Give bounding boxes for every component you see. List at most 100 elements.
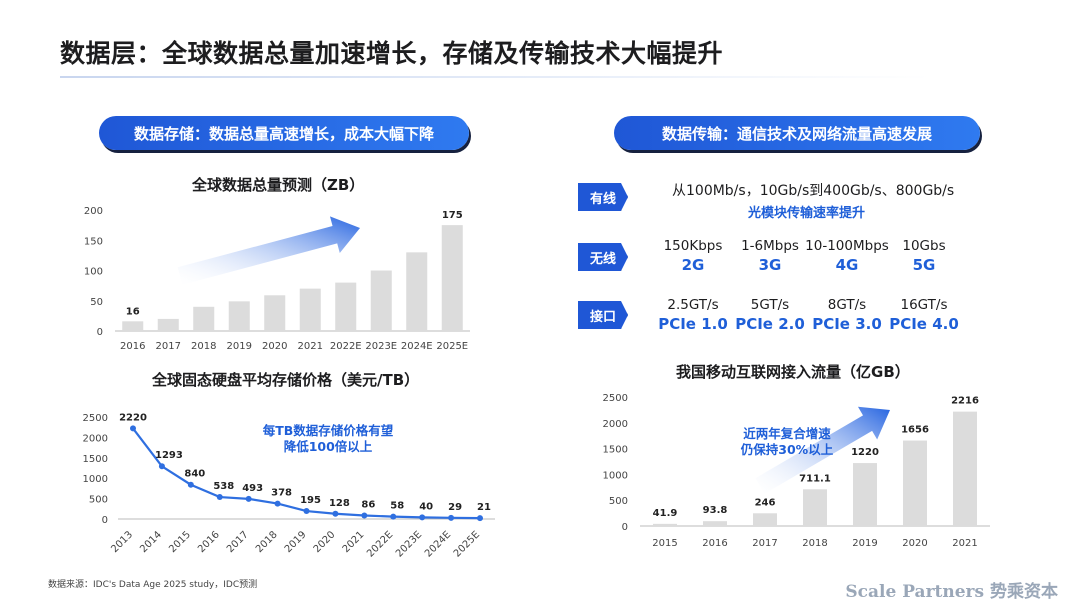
data-label: 1656	[901, 425, 929, 436]
wireless-item-3g: 1-6Mbps 3G	[741, 238, 799, 274]
bar	[228, 301, 250, 331]
interface-item-pcie2: 5GT/s PCIe 2.0	[735, 297, 805, 333]
y-tick-label: 150	[84, 236, 103, 247]
data-label: 493	[242, 483, 263, 494]
line-point	[390, 513, 397, 520]
line-point	[158, 463, 165, 470]
data-label: 175	[442, 210, 463, 221]
x-tick-label: 2020	[262, 341, 287, 352]
y-tick-label: 500	[89, 495, 108, 506]
y-tick-label: 1000	[603, 470, 628, 481]
bar	[193, 306, 215, 331]
line-point	[187, 481, 194, 488]
bar	[653, 523, 677, 526]
data-source-note: 数据来源：IDC's Data Age 2025 study，IDC预测	[48, 580, 258, 590]
line-point	[477, 515, 483, 522]
bar	[903, 440, 927, 526]
data-label: 40	[419, 501, 433, 512]
data-label: 29	[448, 502, 462, 513]
interface-item-pcie4: 16GT/s PCIe 4.0	[889, 297, 959, 333]
x-tick-label: 2022E	[365, 529, 395, 559]
growth-arrow	[755, 406, 890, 494]
x-tick-label: 2015	[167, 529, 193, 555]
y-tick-label: 100	[84, 267, 103, 278]
data-label: 1220	[851, 447, 879, 458]
y-tick-label: 2500	[83, 413, 108, 424]
x-tick-label: 2020	[312, 529, 338, 555]
x-tick-label: 2019	[227, 341, 252, 352]
x-tick-label: 2025E	[436, 341, 468, 352]
title-divider	[60, 76, 930, 78]
chart-mobile-traffic: 0 500 1000 1500 2000 2500 2015 41.9 2016 93.8 2017…	[603, 393, 990, 549]
brand-logo: Scale Partners 势乘资本	[845, 582, 1058, 602]
section-pill-storage: 数据存储：数据总量高速增长，成本大幅下降	[99, 116, 469, 150]
x-tick-label: 2017	[225, 529, 251, 555]
wired-speed-text: 从100Mb/s，10Gb/s到400Gb/s、800Gb/s	[672, 183, 955, 199]
wireless-item-2g: 150Kbps 2G	[663, 238, 723, 274]
y-tick-label: 1500	[603, 445, 628, 456]
interface-item-pcie1: 2.5GT/s PCIe 1.0	[658, 297, 728, 333]
x-tick-label: 2025E	[452, 529, 482, 559]
bar	[335, 282, 357, 331]
chart-title-data-volume: 全球数据总量预测（ZB）	[192, 176, 365, 194]
x-tick-label: 2016	[120, 341, 145, 352]
x-tick-label: 2017	[156, 341, 181, 352]
data-label: 16	[126, 306, 140, 317]
y-tick-label: 500	[609, 496, 628, 507]
y-tick-label: 2000	[83, 433, 108, 444]
y-tick-label: 0	[622, 522, 628, 533]
x-tick-label: 2020	[902, 538, 927, 549]
bar	[157, 318, 179, 331]
chart-annotation: 每TB数据存储价格有望	[263, 423, 394, 438]
line-point	[274, 500, 281, 507]
line-point	[448, 514, 455, 521]
data-label: 58	[390, 501, 404, 512]
line-point	[216, 494, 223, 501]
y-tick-label: 200	[84, 206, 103, 217]
chart-title-mobile-traffic: 我国移动互联网接入流量（亿GB）	[676, 363, 910, 381]
line-point	[303, 508, 310, 515]
tag-interface: 接口	[578, 301, 628, 329]
bar	[803, 489, 827, 526]
bar	[264, 295, 286, 331]
data-label: 378	[271, 488, 292, 499]
y-tick-label: 0	[102, 515, 108, 526]
x-tick-label: 2021	[952, 538, 977, 549]
data-label: 538	[213, 481, 234, 492]
line-point	[332, 510, 339, 517]
bar	[953, 411, 977, 526]
line-point	[245, 495, 252, 502]
wireless-item-4g: 10-100Mbps 4G	[805, 238, 889, 274]
data-label: 2216	[951, 396, 979, 407]
data-label: 21	[477, 502, 491, 513]
bar	[406, 252, 428, 331]
x-tick-label: 2021	[341, 529, 367, 555]
chart-title-ssd-price: 全球固态硬盘平均存储价格（美元/TB）	[152, 371, 420, 389]
x-tick-label: 2015	[652, 538, 677, 549]
x-tick-label: 2023E	[394, 529, 424, 559]
data-label: 840	[184, 469, 205, 480]
wired-subtitle: 光模块传输速率提升	[748, 206, 866, 221]
x-tick-label: 2018	[191, 341, 216, 352]
bar	[441, 225, 463, 331]
x-tick-label: 2018	[254, 529, 280, 555]
line-point	[419, 514, 426, 521]
line-point	[361, 512, 368, 519]
y-tick-label: 1500	[83, 454, 108, 465]
x-tick-label: 2016	[196, 529, 222, 555]
x-tick-label: 2024E	[401, 341, 433, 352]
data-label: 86	[361, 499, 375, 510]
data-label: 195	[300, 495, 321, 506]
interface-item-pcie3: 8GT/s PCIe 3.0	[812, 297, 882, 333]
y-tick-label: 50	[90, 297, 103, 308]
chart-data-volume: 0 50 100 150 200 2016 16 2017 2018 2019 2020 2021 20…	[84, 206, 470, 352]
wireless-item-5g: 10Gbs 5G	[902, 238, 946, 274]
x-tick-label: 2013	[109, 529, 135, 555]
chart-annotation: 降低100倍以上	[284, 439, 373, 454]
chart-ssd-price: 0 500 1000 1500 2000 2500 2220 2013 1293 2014 840 2…	[83, 412, 495, 560]
data-label: 1293	[155, 450, 183, 461]
y-tick-label: 1000	[83, 474, 108, 485]
chart-annotation: 仍保持30%以上	[740, 442, 834, 457]
chart-annotation: 近两年复合增速	[743, 426, 831, 441]
x-tick-label: 2014	[138, 529, 164, 555]
